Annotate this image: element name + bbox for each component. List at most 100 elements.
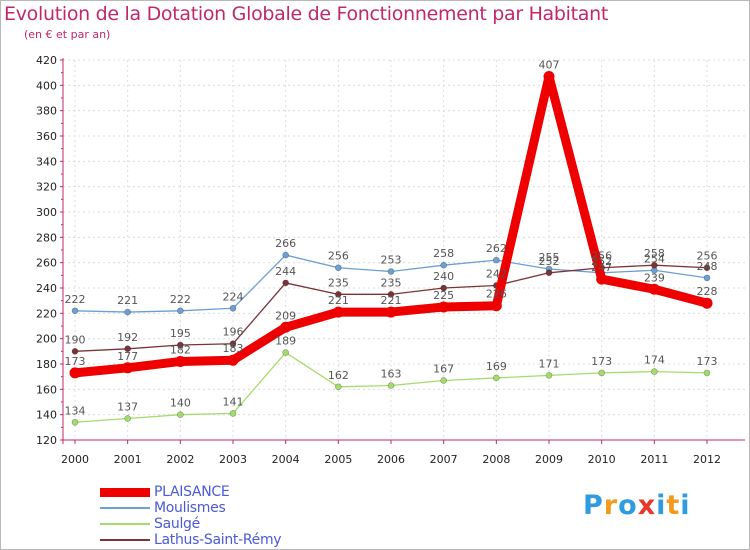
data-point (177, 411, 184, 418)
data-point (703, 264, 711, 272)
data-label: 192 (117, 331, 138, 344)
data-point (438, 301, 450, 313)
data-point (332, 306, 344, 318)
data-point (703, 369, 711, 377)
data-label: 195 (170, 327, 191, 340)
y-tick-label: 180 (36, 358, 57, 371)
data-label: 162 (328, 369, 349, 382)
data-point (490, 300, 502, 312)
data-label: 262 (486, 242, 507, 255)
x-tick-label: 2000 (61, 453, 89, 466)
data-point (282, 279, 289, 287)
data-label: 196 (223, 326, 244, 339)
data-label: 266 (275, 237, 296, 250)
data-label: 169 (486, 360, 507, 373)
data-label: 256 (328, 250, 349, 263)
y-tick-label: 200 (36, 333, 57, 346)
data-label: 141 (223, 395, 244, 408)
data-label: 235 (381, 276, 402, 289)
legend-label: Lathus-Saint-Rémy (154, 532, 282, 548)
data-point (177, 307, 184, 315)
data-label: 190 (65, 333, 86, 346)
y-tick-label: 380 (36, 105, 57, 118)
data-label: 174 (644, 354, 665, 367)
data-label: 209 (275, 309, 296, 322)
data-label: 173 (591, 355, 612, 368)
data-label: 240 (433, 270, 454, 283)
data-point (543, 70, 555, 82)
axes: 120 140 160 180 200 220 240 260 280 300 320 340 360 3… (36, 54, 745, 466)
x-tick-label: 2010 (588, 453, 616, 466)
data-label: 173 (697, 355, 718, 368)
legend-label: Saulgé (154, 516, 200, 532)
data-label: 248 (697, 260, 718, 273)
data-label: 222 (65, 293, 86, 306)
logo-letter: i (680, 490, 691, 521)
data-point (387, 291, 395, 298)
data-label: 140 (170, 397, 191, 410)
data-label: 407 (539, 58, 560, 71)
y-tick-label: 300 (36, 206, 57, 219)
data-label: 255 (539, 251, 560, 264)
data-point (598, 369, 605, 377)
data-point (335, 264, 342, 272)
x-tick-label: 2012 (693, 453, 721, 466)
series-lines (69, 70, 713, 426)
proxiti-logo: Proxiti (583, 490, 691, 521)
x-tick-label: 2007 (430, 453, 458, 466)
data-label: 228 (697, 285, 718, 298)
data-point (335, 291, 342, 298)
logo-letter: r (603, 490, 619, 521)
data-point (280, 321, 292, 333)
data-label: 189 (275, 335, 296, 348)
x-tick-label: 2008 (482, 453, 510, 466)
data-point (282, 349, 289, 356)
y-tick-label: 320 (36, 181, 57, 194)
legend-label: PLAISANCE (154, 484, 230, 500)
data-label: 134 (65, 404, 86, 417)
legend-swatch (100, 539, 150, 541)
data-label: 182 (170, 343, 191, 356)
data-point (545, 269, 553, 277)
data-point (335, 383, 342, 391)
y-tick-label: 420 (36, 54, 57, 67)
x-tick-label: 2004 (272, 453, 300, 466)
data-label: 221 (117, 294, 138, 307)
data-point (387, 268, 395, 275)
y-tick-label: 160 (36, 383, 57, 396)
data-label: 177 (117, 350, 138, 363)
data-label: 221 (328, 294, 349, 307)
data-label: 253 (381, 254, 402, 267)
data-point (440, 377, 447, 384)
grid (63, 59, 745, 440)
data-label: 239 (644, 271, 665, 284)
data-label: 173 (65, 355, 86, 368)
chart-subtitle: (en € et par an) (24, 28, 111, 41)
x-tick-label: 2006 (377, 453, 405, 466)
logo-letter: o (618, 490, 638, 521)
data-point (124, 415, 131, 422)
data-label: 183 (223, 342, 244, 355)
y-tick-label: 120 (36, 434, 57, 447)
chart-title: Evolution de la Dotation Globale de Fonc… (4, 3, 609, 25)
data-label: 167 (433, 362, 454, 375)
logo-letter: P (583, 490, 604, 521)
y-tick-label: 140 (36, 409, 57, 422)
x-tick-label: 2011 (640, 453, 668, 466)
x-tick-label: 2005 (324, 453, 352, 466)
data-label: 252 (591, 255, 612, 268)
data-point (229, 340, 237, 348)
data-point (229, 410, 237, 417)
data-label: 247 (591, 261, 612, 274)
y-tick-label: 360 (36, 130, 57, 143)
data-point (227, 354, 239, 366)
data-point (493, 374, 500, 382)
y-tick-label: 260 (36, 257, 57, 270)
data-point (440, 261, 447, 269)
data-label: 256 (697, 250, 718, 263)
legend-swatch (100, 523, 150, 525)
data-point (385, 306, 397, 318)
y-tick-label: 240 (36, 282, 57, 295)
